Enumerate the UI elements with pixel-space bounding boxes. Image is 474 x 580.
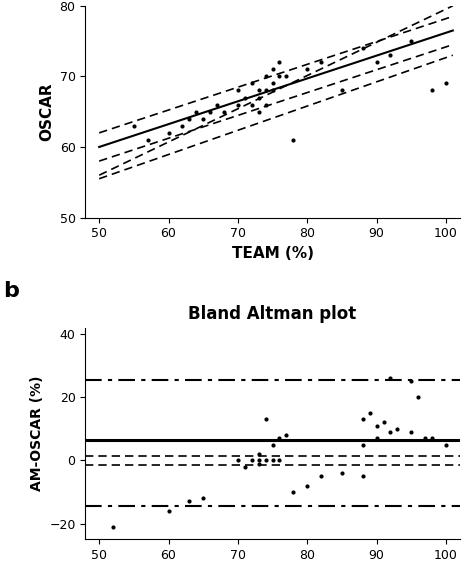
Point <box>255 107 263 117</box>
Point <box>393 424 401 433</box>
Point <box>241 93 248 102</box>
Point <box>317 472 325 481</box>
Point <box>290 135 297 144</box>
Point <box>303 481 311 490</box>
Point <box>165 506 173 516</box>
Point <box>234 456 242 465</box>
Point <box>269 65 276 74</box>
Text: b: b <box>3 281 19 301</box>
Point <box>276 57 283 67</box>
Point <box>408 37 415 46</box>
Point <box>317 57 325 67</box>
Point <box>255 93 263 102</box>
Point <box>179 121 186 130</box>
Point <box>269 79 276 88</box>
Point <box>276 456 283 465</box>
Point <box>269 456 276 465</box>
Point <box>241 462 248 472</box>
Point <box>414 393 422 402</box>
Point <box>262 456 269 465</box>
Point <box>220 107 228 117</box>
Point <box>255 86 263 95</box>
Point <box>303 65 311 74</box>
Point <box>200 494 207 503</box>
Point <box>185 497 193 506</box>
Point <box>373 57 380 67</box>
Point <box>276 434 283 443</box>
Point <box>408 427 415 437</box>
Point <box>185 114 193 124</box>
Point <box>380 418 387 427</box>
Point <box>421 434 429 443</box>
Point <box>442 79 450 88</box>
Point <box>262 86 269 95</box>
Point <box>387 374 394 383</box>
Point <box>192 107 200 117</box>
Point <box>269 86 276 95</box>
Point <box>255 456 263 465</box>
Point <box>387 427 394 437</box>
Point <box>262 100 269 109</box>
Point <box>130 121 137 130</box>
Point <box>283 430 290 440</box>
Point <box>206 107 214 117</box>
Point <box>200 114 207 124</box>
Point <box>442 440 450 450</box>
Y-axis label: OSCAR: OSCAR <box>39 82 54 141</box>
Point <box>248 100 255 109</box>
Point <box>338 469 346 478</box>
Point <box>234 100 242 109</box>
Point <box>428 434 436 443</box>
Point <box>359 440 366 450</box>
Title: Bland Altman plot: Bland Altman plot <box>189 305 356 323</box>
Point <box>213 100 221 109</box>
Point <box>255 450 263 459</box>
Point <box>290 487 297 496</box>
Point <box>276 72 283 81</box>
Point <box>248 79 255 88</box>
Point <box>269 440 276 450</box>
Point <box>359 44 366 53</box>
Point <box>387 50 394 60</box>
Point <box>262 415 269 424</box>
Y-axis label: AM-OSCAR (%): AM-OSCAR (%) <box>30 376 44 491</box>
Point <box>262 72 269 81</box>
Point <box>373 421 380 430</box>
Point <box>366 408 374 418</box>
Point <box>144 135 152 144</box>
Point <box>165 128 173 137</box>
Point <box>109 522 117 531</box>
Point <box>359 472 366 481</box>
Point <box>234 86 242 95</box>
Point <box>359 415 366 424</box>
Point <box>408 377 415 386</box>
Point <box>338 86 346 95</box>
Point <box>255 459 263 468</box>
X-axis label: TEAM (%): TEAM (%) <box>232 246 313 261</box>
Point <box>248 456 255 465</box>
Point <box>428 86 436 95</box>
Point <box>283 72 290 81</box>
Point <box>373 434 380 443</box>
